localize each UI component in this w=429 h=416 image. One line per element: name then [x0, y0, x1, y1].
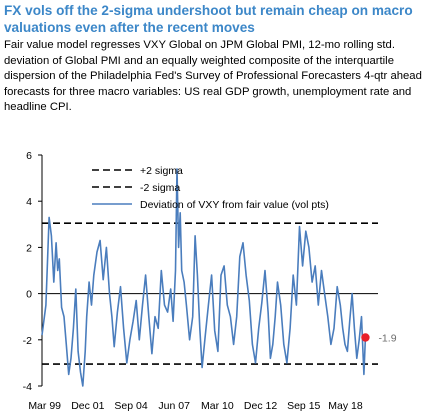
reference-lines	[42, 222, 378, 365]
series-layer	[41, 168, 367, 387]
x-tick-label: Sep 04	[114, 400, 147, 412]
y-tick-label: -4	[23, 381, 32, 393]
legend-label: -2 sigma	[140, 182, 180, 194]
series-line	[41, 168, 367, 387]
x-tick-label: Dec 12	[244, 400, 277, 412]
latest-value-label: -1.9	[378, 332, 396, 344]
y-tick-label: -2	[23, 335, 32, 347]
x-tick-label: Jun 07	[158, 400, 190, 412]
y-tick-label: 4	[26, 196, 32, 208]
legend-label: +2 sigma	[140, 165, 183, 177]
chart-subtitle: Fair value model regresses VXY Global on…	[4, 39, 422, 114]
x-tick-label: Mar 99	[28, 400, 61, 412]
x-tick-label: Dec 01	[71, 400, 104, 412]
y-tick-label: 6	[26, 150, 32, 162]
axes: -4 -2 0 2 4 6 Mar 99 Dec 01 Sep 04 Jun 07 Mar 10 De…	[23, 150, 378, 412]
legend: +2 sigma -2 sigma Deviation of VXY from fa…	[92, 165, 329, 211]
x-tick-label: Mar 10	[201, 400, 234, 412]
x-tick-label: May 18	[328, 400, 363, 412]
x-tick-label: Sep 15	[287, 400, 320, 412]
latest-point-marker	[361, 333, 370, 342]
y-tick-label: 0	[26, 289, 32, 301]
legend-label: Deviation of VXY from fair value (vol pt…	[140, 199, 329, 211]
chart-title: FX vols off the 2-sigma undershoot but r…	[4, 3, 413, 35]
annotations: -1.9	[361, 332, 397, 344]
y-tick-label: 2	[26, 242, 32, 254]
